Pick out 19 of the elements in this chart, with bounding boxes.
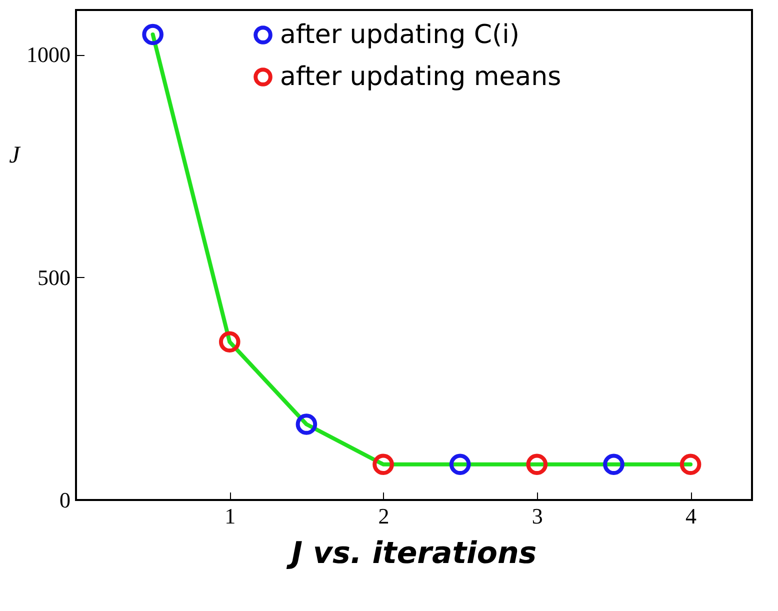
point — [218, 331, 240, 353]
point — [372, 454, 394, 476]
x-tick-label: 3 — [532, 504, 543, 528]
x-tick-label: 2 — [378, 504, 390, 528]
y-tick-label: 0 — [60, 488, 70, 512]
point — [603, 454, 624, 476]
x-tick-label: 1 — [224, 504, 236, 528]
text: J vs. iterations — [286, 536, 537, 571]
point — [526, 454, 548, 476]
y-axis-title: J — [9, 142, 22, 168]
point — [449, 454, 471, 476]
point — [142, 24, 164, 46]
point — [296, 414, 318, 435]
legend-label: after updating means — [280, 62, 562, 92]
y-tick-label: 1000 — [26, 42, 70, 68]
y-tick-label: 500 — [38, 264, 70, 290]
x-tick-label: 4 — [686, 504, 697, 528]
point — [680, 454, 702, 476]
legend-label: after updating C(i) — [280, 20, 520, 50]
